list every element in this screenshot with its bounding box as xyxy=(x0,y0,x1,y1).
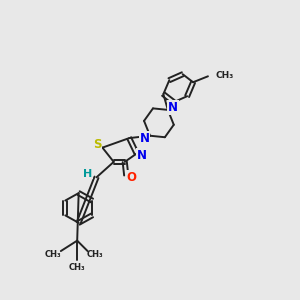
Text: CH₃: CH₃ xyxy=(87,250,103,259)
Text: CH₃: CH₃ xyxy=(69,263,85,272)
Text: N: N xyxy=(168,101,178,114)
Text: CH₃: CH₃ xyxy=(45,250,62,259)
Text: S: S xyxy=(93,138,101,151)
Text: N: N xyxy=(140,132,150,145)
Text: N: N xyxy=(137,148,147,162)
Text: CH₃: CH₃ xyxy=(216,71,234,80)
Text: O: O xyxy=(127,171,136,184)
Text: H: H xyxy=(83,169,92,179)
